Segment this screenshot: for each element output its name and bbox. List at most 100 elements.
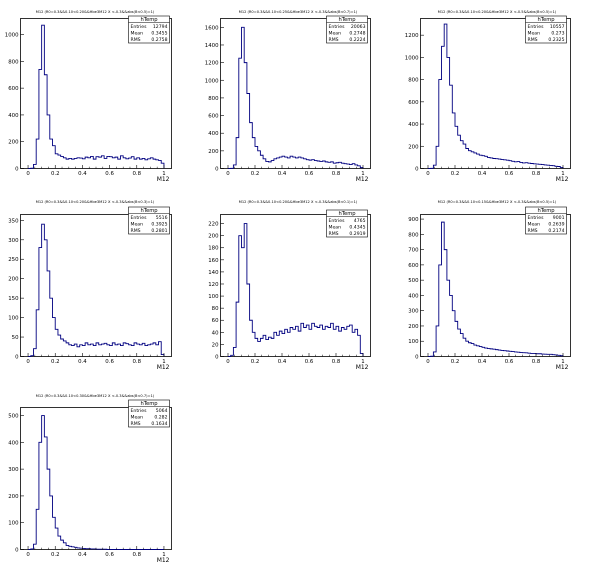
x-tick-label: 0 (226, 359, 230, 365)
stats-row-label: Mean (131, 415, 144, 421)
x-tick-label: 0.6 (105, 359, 114, 365)
y-tick-label: 600 (208, 114, 219, 120)
x-tick-label: 0.6 (105, 552, 114, 558)
histogram-series (28, 415, 164, 550)
stats-row-value: 0.282 (154, 415, 167, 421)
y-tick-label: 500 (8, 414, 19, 420)
y-tick-label: 200 (8, 494, 19, 500)
y-tick-label: 220 (208, 222, 219, 228)
y-tick-label: 600 (8, 86, 19, 92)
y-tick-label: 1600 (205, 25, 219, 31)
y-tick-label: 40 (212, 330, 219, 336)
stats-header: hTemp (140, 401, 158, 407)
stats-row-value: 0.2639 (548, 222, 564, 228)
x-tick-label: 1 (561, 171, 564, 177)
stats-row-value: 0.2174 (548, 228, 564, 234)
stats-row-value: 12794 (153, 24, 168, 30)
y-tick-label: 300 (408, 309, 419, 315)
stats-row-label: Mean (528, 31, 541, 37)
plot-title: M12 (R0=0.3&&0.10<0.20&&Hbe3M12 X <-0.3&… (36, 200, 155, 204)
stats-box-frame (326, 15, 368, 44)
x-tick-label: 1 (361, 171, 364, 177)
y-tick-label: 1200 (405, 33, 419, 39)
stats-header: hTemp (537, 208, 555, 214)
stats-row-label: Entries (528, 24, 545, 30)
y-tick-label: 160 (208, 258, 219, 264)
y-tick-label: 400 (8, 440, 19, 446)
x-tick-label: 0.8 (132, 171, 141, 177)
x-axis-label: M12 (356, 364, 369, 371)
stats-row-label: Entries (329, 24, 346, 30)
y-tick-label: 400 (408, 122, 419, 128)
x-tick-label: 1 (361, 359, 364, 365)
stats-row-value: 0.2325 (548, 37, 564, 43)
x-tick-label: 0.2 (251, 359, 260, 365)
x-tick-label: 0 (426, 171, 430, 177)
stats-row-value: 0.4345 (349, 225, 365, 231)
y-tick-label: 300 (8, 238, 19, 244)
y-tick-label: 0 (415, 355, 419, 361)
plot-title: M12 (R0=0.3&&0.10<0.20&&Hbe3M12 X <-0.3&… (239, 200, 358, 204)
y-tick-label: 800 (208, 96, 219, 102)
stats-row-label: Entries (131, 24, 148, 30)
y-tick-label: 200 (208, 149, 219, 155)
x-tick-label: 0.4 (478, 171, 487, 177)
y-tick-label: 1000 (405, 55, 419, 61)
stats-row-label: Entries (131, 215, 148, 221)
stats-header: hTemp (338, 211, 356, 217)
stats-row-value: 0.2919 (349, 231, 365, 237)
y-tick-label: 600 (408, 263, 419, 269)
x-tick-label: 0.8 (532, 359, 541, 365)
stats-row-label: RMS (131, 37, 141, 43)
stats-row-label: Mean (131, 222, 144, 228)
x-tick-label: 0.2 (51, 552, 60, 558)
plot-frame (20, 214, 172, 357)
y-tick-label: 300 (8, 467, 19, 473)
plot-frame (20, 407, 172, 550)
stats-row-value: 5516 (156, 215, 168, 221)
stats-box-frame (128, 15, 170, 44)
x-tick-label: 0.8 (332, 359, 341, 365)
y-tick-label: 120 (208, 282, 219, 288)
stats-row-label: RMS (528, 37, 538, 43)
stats-row-label: Entries (528, 215, 545, 221)
histogram-panel-1: M12 (R0=0.3&&0.10<0.20&&Hbe3M12 X <-0.3&… (5, 10, 172, 183)
plot-title: M12 (R0=0.3&&0.10<0.20&&Hbe3M12 X <-0.5&… (438, 10, 557, 14)
y-tick-label: 500 (408, 278, 419, 284)
plot-title: M12 (R0=0.3&&0.10<0.30&&Hbe3M12 X <-0.3&… (36, 394, 155, 398)
y-tick-label: 100 (408, 339, 419, 345)
y-tick-label: 400 (408, 293, 419, 299)
stats-row-label: Entries (329, 218, 346, 224)
stats-row-label: Mean (329, 225, 342, 231)
x-tick-label: 1 (162, 552, 165, 558)
x-tick-label: 0.4 (278, 359, 287, 365)
x-tick-label: 0.6 (305, 171, 314, 177)
histogram-series (228, 26, 364, 169)
y-tick-label: 1000 (5, 33, 19, 39)
x-tick-label: 0.6 (105, 171, 114, 177)
x-tick-label: 0.2 (51, 171, 60, 177)
stats-row-value: 0.1634 (151, 421, 167, 427)
stats-row-label: Mean (329, 31, 342, 37)
stats-row-value: 0.3455 (151, 31, 167, 37)
x-tick-label: 0.4 (478, 359, 487, 365)
y-tick-label: 1200 (205, 61, 219, 67)
stats-row-value: 0.2758 (151, 37, 167, 43)
y-tick-label: 350 (8, 218, 19, 224)
y-tick-label: 100 (8, 521, 19, 527)
y-tick-label: 1400 (205, 43, 219, 49)
stats-row-value: 0.3925 (151, 222, 167, 228)
stats-row-label: RMS (329, 37, 339, 43)
stats-row-value: 0.2748 (349, 31, 365, 37)
plot-title: M12 (R0=0.3&&0.10<0.15&&Hbe3M12 X <-0.3&… (438, 200, 557, 204)
y-tick-label: 0 (215, 167, 219, 173)
stats-row-value: 0.2801 (151, 228, 167, 234)
y-tick-label: 1000 (205, 78, 219, 84)
y-tick-label: 250 (8, 257, 19, 263)
x-axis-label: M12 (556, 364, 569, 371)
stats-row-label: Mean (131, 31, 144, 37)
